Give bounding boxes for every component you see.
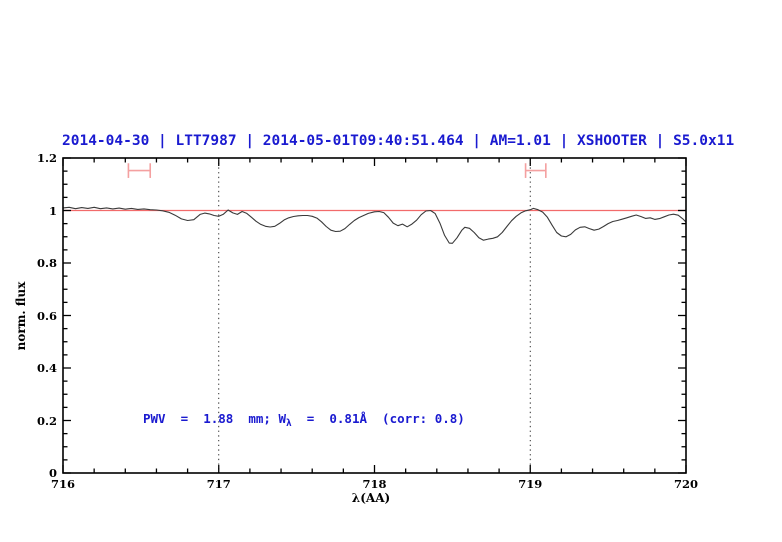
x-tick-label: 720 xyxy=(673,477,699,491)
pwv-annotation: PWV = 1.88 mm; Wλ = 0.81Å (corr: 0.8) xyxy=(143,411,465,429)
x-tick-label: 716 xyxy=(50,477,76,491)
y-tick-label: 0.6 xyxy=(36,308,57,323)
plot-title: 2014-04-30 | LTT7987 | 2014-05-01T09:40:… xyxy=(62,133,735,149)
y-tick-label: 0.2 xyxy=(36,413,57,428)
y-tick-label: 0.8 xyxy=(36,256,57,270)
pwv-annotation-text: PWV = 1.88 mm; W xyxy=(143,411,286,426)
x-axis-label: λ(AA) xyxy=(351,491,391,505)
y-tick-label: 0 xyxy=(48,466,57,480)
y-tick-label: 1.2 xyxy=(36,151,57,165)
plot-frame xyxy=(62,157,687,474)
y-tick-label: 0.4 xyxy=(36,361,57,375)
lambda-subscript: λ xyxy=(286,418,292,429)
x-tick-label: 719 xyxy=(518,477,543,491)
x-tick-label: 718 xyxy=(362,477,387,491)
pwv-annotation-text-2: = 0.81Å (corr: 0.8) xyxy=(291,411,465,426)
y-tick-label: 1 xyxy=(48,203,57,218)
spectrum-line xyxy=(62,206,687,244)
x-tick-label: 717 xyxy=(206,477,231,491)
